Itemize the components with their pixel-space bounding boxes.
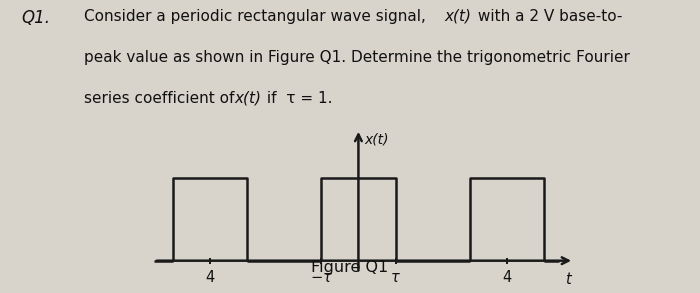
Text: Consider a periodic rectangular wave signal,: Consider a periodic rectangular wave sig…: [84, 9, 430, 24]
Text: t: t: [565, 272, 570, 287]
Text: x(t): x(t): [234, 91, 262, 106]
Text: with a 2 V base-to-: with a 2 V base-to-: [473, 9, 622, 24]
Text: x(t): x(t): [364, 133, 388, 147]
Text: if  τ = 1.: if τ = 1.: [262, 91, 333, 106]
Text: peak value as shown in Figure Q1. Determine the trigonometric Fourier: peak value as shown in Figure Q1. Determ…: [84, 50, 630, 65]
Text: 4: 4: [503, 270, 512, 285]
Text: series coefficient of: series coefficient of: [84, 91, 239, 106]
Text: x(t): x(t): [444, 9, 472, 24]
Text: Figure Q1: Figure Q1: [312, 260, 388, 275]
Text: $-\tau$: $-\tau$: [309, 270, 332, 285]
Text: $\tau$: $\tau$: [390, 270, 401, 285]
Text: Q1.: Q1.: [21, 9, 50, 27]
Text: 4: 4: [205, 270, 214, 285]
